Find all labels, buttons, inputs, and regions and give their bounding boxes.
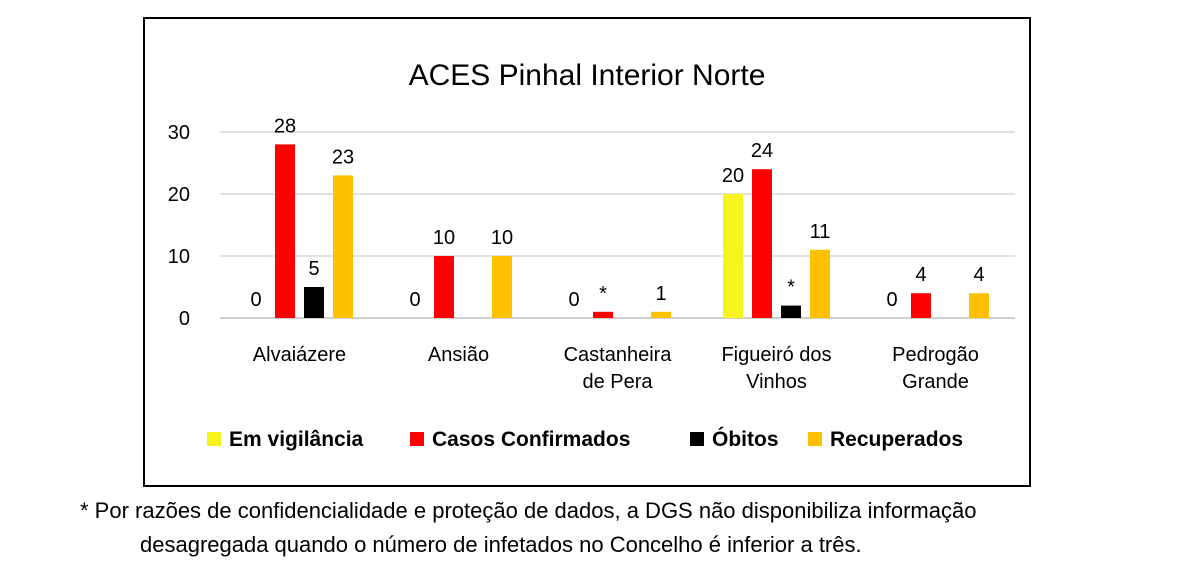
data-label: 10 (433, 227, 455, 249)
data-label: 0 (250, 289, 261, 311)
data-label: 5 (308, 258, 319, 280)
bar (723, 194, 743, 318)
data-label: 28 (274, 115, 296, 137)
footnote-line-1: * Por razões de confidencialidade e prot… (80, 498, 977, 523)
x-tick-label: Alvaiázere (253, 344, 346, 366)
data-label: 1 (655, 283, 666, 305)
legend-swatch (808, 432, 822, 446)
bar-chart: ACES Pinhal Interior Norte0102030028523A… (168, 59, 1015, 451)
bar (651, 311, 671, 318)
x-tick-label: Vinhos (746, 371, 807, 393)
x-tick-label: Pedrogão (892, 344, 979, 366)
bar (304, 287, 324, 318)
data-label: * (599, 283, 607, 305)
y-tick-label: 30 (168, 122, 190, 144)
y-tick-label: 20 (168, 184, 190, 206)
legend-label: Recuperados (830, 428, 963, 451)
data-label: 10 (491, 227, 513, 249)
bar (911, 293, 931, 318)
data-label: 4 (915, 264, 926, 286)
data-label: 23 (332, 146, 354, 168)
y-tick-label: 10 (168, 246, 190, 268)
bar (752, 169, 772, 318)
bar (593, 311, 613, 318)
legend-swatch (410, 432, 424, 446)
legend-swatch (690, 432, 704, 446)
bar (492, 256, 512, 318)
legend-label: Óbitos (712, 427, 779, 451)
x-tick-label: Figueiró dos (721, 344, 831, 366)
footnote-line-2: desagregada quando o número de infetados… (140, 532, 862, 557)
legend-label: Casos Confirmados (432, 428, 630, 451)
chart-title: ACES Pinhal Interior Norte (409, 59, 766, 92)
data-label: 4 (973, 264, 984, 286)
bar (781, 305, 801, 318)
chart-frame: ACES Pinhal Interior Norte 0 10 20 30 0 28 5 23 A… (143, 17, 1031, 487)
y-tick-label: 0 (179, 308, 190, 330)
x-tick-label: de Pera (582, 371, 653, 393)
x-tick-label: Grande (902, 371, 969, 393)
bar (275, 144, 295, 318)
data-label: 0 (409, 289, 420, 311)
data-label: 11 (810, 221, 831, 243)
data-label: 24 (751, 140, 773, 162)
x-tick-label: Ansião (428, 344, 489, 366)
data-label: 20 (722, 165, 744, 187)
data-label: 0 (886, 289, 897, 311)
legend-label: Em vigilância (229, 428, 364, 451)
bar (434, 256, 454, 318)
bar (969, 293, 989, 318)
data-label: * (787, 277, 795, 299)
bar (333, 175, 353, 318)
legend-swatch (207, 432, 221, 446)
data-label: 0 (568, 289, 579, 311)
bar (810, 249, 830, 318)
x-tick-label: Castanheira (564, 344, 673, 366)
